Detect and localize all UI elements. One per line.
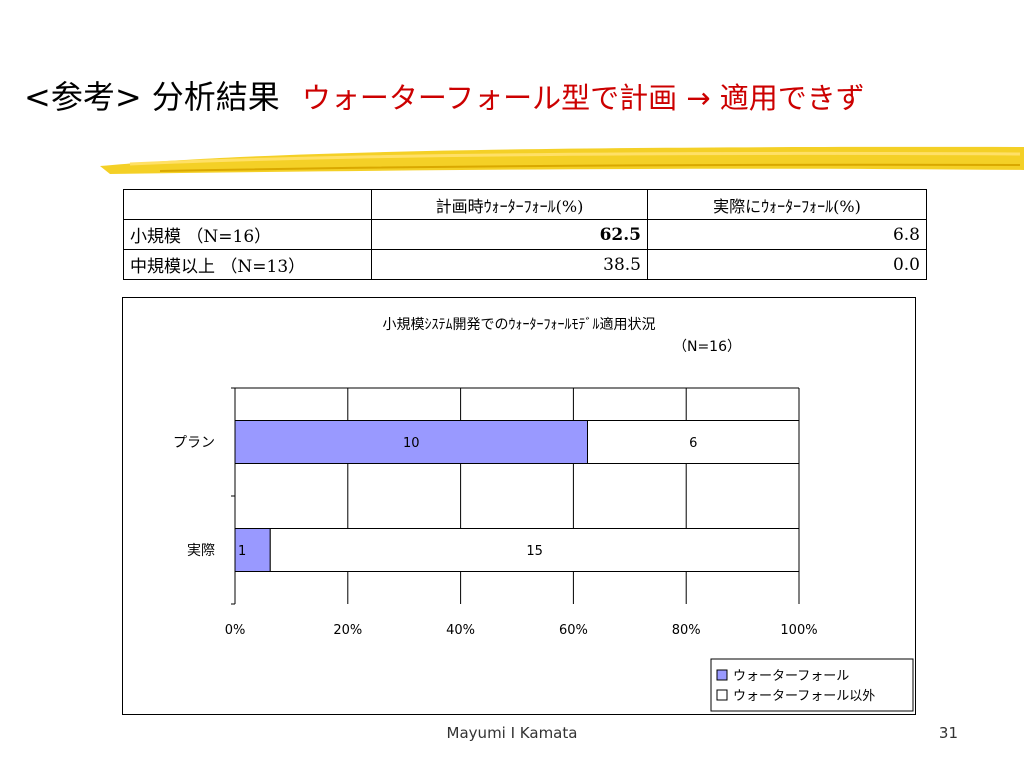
bar-segment	[234, 528, 271, 572]
legend-label: ウォーターフォール以外	[733, 689, 875, 704]
slide-title: <参考> 分析結果 ウォーターフォール型で計画 → 適用できず	[24, 72, 865, 118]
legend-swatch	[716, 669, 728, 681]
bar-segment	[587, 420, 800, 464]
title-main: <参考> 分析結果	[24, 78, 280, 116]
table-header-cell: 実際にｳｫｰﾀｰﾌｫｰﾙ(%)	[647, 189, 927, 220]
title-subtitle: ウォーターフォール型で計画 → 適用できず	[301, 81, 865, 115]
chart-frame: 小規模ｼｽﾃﾑ開発でのｳｫｰﾀｰﾌｫｰﾙﾓﾃﾞﾙ適用状況 （N=16） 0% 20…	[122, 297, 916, 715]
x-tick-label: 40%	[446, 623, 475, 638]
x-tick-label: 80%	[672, 623, 701, 638]
brush-stroke-decoration	[100, 146, 1024, 174]
table-cell-planned: 62.5	[371, 219, 648, 250]
legend-label: ウォーターフォール	[733, 669, 849, 684]
legend-swatch	[716, 689, 728, 701]
category-label: プラン	[173, 435, 215, 451]
table-row: 小規模 （N=16） 62.5 6.8	[123, 219, 927, 250]
table-cell-actual: 6.8	[647, 219, 927, 250]
x-tick-label: 60%	[559, 623, 588, 638]
summary-table-wrap: 計画時ｳｫｰﾀｰﾌｫｰﾙ(%) 実際にｳｫｰﾀｰﾌｫｰﾙ(%) 小規模 （N=1…	[123, 189, 927, 280]
summary-table: 計画時ｳｫｰﾀｰﾌｫｰﾙ(%) 実際にｳｫｰﾀｰﾌｫｰﾙ(%) 小規模 （N=1…	[123, 189, 927, 280]
footer-author: Mayumi I Kamata	[446, 724, 578, 742]
bar-segment	[269, 528, 800, 572]
table-cell-label: 中規模以上 （N=13）	[123, 249, 372, 280]
table-header-cell	[123, 189, 372, 220]
x-tick-label: 20%	[333, 623, 362, 638]
table-cell-label: 小規模 （N=16）	[123, 219, 372, 250]
chart-subtitle: （N=16）	[673, 339, 741, 355]
table-row: 中規模以上 （N=13） 38.5 0.0	[123, 249, 927, 280]
table-cell-planned: 38.5	[371, 249, 648, 280]
category-label: 実際	[187, 543, 215, 559]
brush-stroke-highlight	[129, 151, 1021, 166]
x-tick-label: 0%	[225, 623, 246, 638]
table-cell-actual: 0.0	[647, 249, 927, 280]
bar-segment	[234, 420, 588, 464]
data-label: 6	[689, 436, 697, 451]
table-header-cell: 計画時ｳｫｰﾀｰﾌｫｰﾙ(%)	[371, 189, 648, 220]
plot-area: 0% 20% 40% 60% 80% 100% 10 6 プラン 1 15 実際	[173, 387, 818, 638]
data-label: 10	[403, 436, 420, 451]
footer-page-number: 31	[938, 724, 958, 742]
stacked-bar-chart: 小規模ｼｽﾃﾑ開発でのｳｫｰﾀｰﾌｫｰﾙﾓﾃﾞﾙ適用状況 （N=16） 0% 20…	[173, 316, 914, 712]
legend-box	[710, 658, 914, 712]
table-header-row: 計画時ｳｫｰﾀｰﾌｫｰﾙ(%) 実際にｳｫｰﾀｰﾌｫｰﾙ(%)	[123, 189, 927, 220]
chart-title: 小規模ｼｽﾃﾑ開発でのｳｫｰﾀｰﾌｫｰﾙﾓﾃﾞﾙ適用状況	[383, 316, 656, 333]
data-label: 1	[238, 544, 246, 559]
x-tick-label: 100%	[780, 623, 817, 638]
brush-stroke-shadow	[159, 163, 1021, 172]
data-label: 15	[526, 544, 543, 559]
